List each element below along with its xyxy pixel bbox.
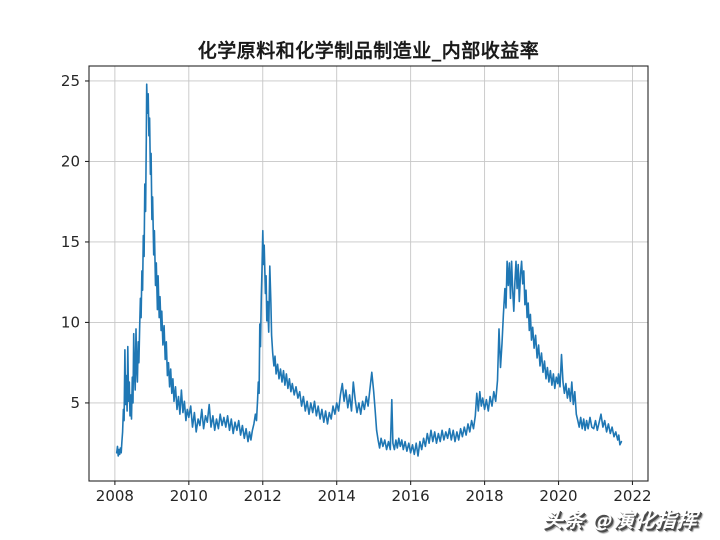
series-line (115, 83, 623, 457)
chart-title: 化学原料和化学制品制造业_内部收益率 (197, 40, 540, 62)
y-tick-label: 15 (61, 233, 80, 251)
x-tick-label: 2014 (318, 487, 356, 505)
x-tick-label: 2012 (244, 487, 282, 505)
y-tick-label: 5 (70, 394, 80, 412)
x-tick-label: 2018 (465, 487, 503, 505)
axis-ticks: 2008 2010 2012 2014 2016 2018 2020 2022 5 10 15 20 2… (61, 72, 652, 505)
y-tick-label: 25 (61, 72, 80, 90)
data-line (115, 83, 623, 457)
y-tick-label: 20 (61, 152, 80, 170)
grid-lines (89, 66, 648, 481)
x-tick-label: 2010 (170, 487, 208, 505)
watermark-toutiao: 头条 @演化指挥 (542, 508, 699, 532)
x-tick-label: 2016 (392, 487, 430, 505)
plot-border (88, 65, 649, 482)
x-tick-label: 2020 (539, 487, 577, 505)
y-tick-label: 10 (61, 313, 80, 331)
x-tick-label: 2008 (96, 487, 134, 505)
axes-frame (88, 65, 649, 482)
x-tick-label: 2022 (613, 487, 651, 505)
